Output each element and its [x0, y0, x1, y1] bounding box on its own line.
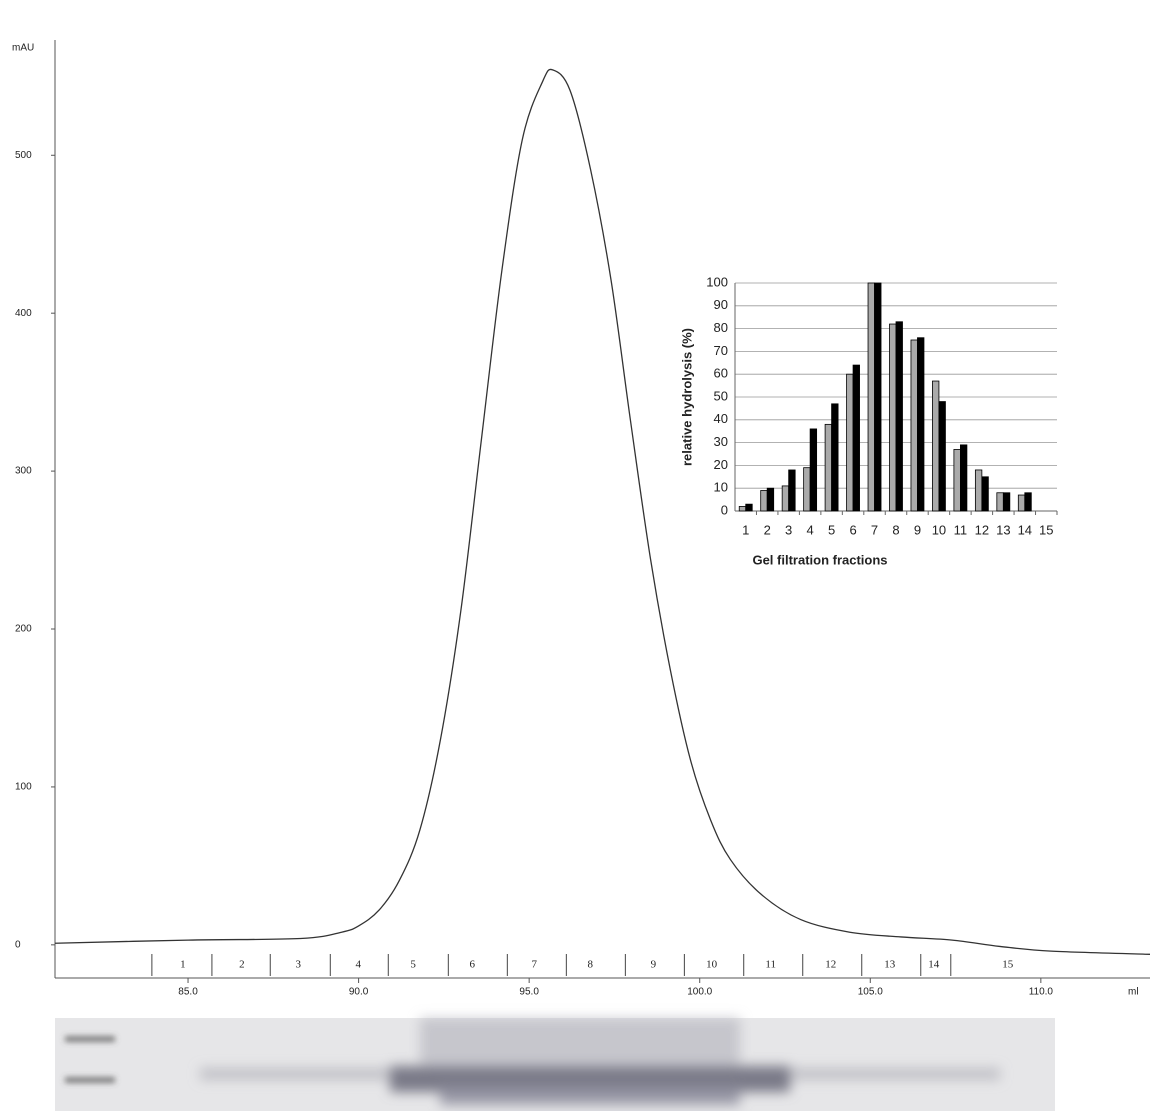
- bar: [810, 429, 817, 511]
- bar: [917, 338, 924, 511]
- bar: [789, 470, 796, 511]
- y-tick-label: 200: [15, 624, 32, 635]
- x-tick-label: 14: [1018, 522, 1032, 537]
- y-tick-label: 60: [714, 366, 728, 381]
- bar: [782, 486, 789, 511]
- bar: [767, 488, 774, 511]
- fraction-label: 10: [706, 959, 718, 971]
- y-tick-label: 400: [15, 308, 32, 319]
- fraction-label: 2: [239, 959, 245, 971]
- y-tick-label: 100: [706, 274, 728, 289]
- bar: [960, 445, 967, 511]
- x-tick-label: 110.0: [1029, 987, 1054, 998]
- x-tick-label: 100.0: [687, 987, 712, 998]
- bar: [939, 402, 946, 511]
- bar: [1025, 493, 1032, 511]
- bar: [847, 374, 854, 511]
- inset-y-label: relative hydrolysis (%): [679, 328, 694, 466]
- bar: [954, 449, 961, 511]
- fraction-label: 4: [356, 959, 362, 971]
- bar: [761, 490, 768, 511]
- y-axis-label: mAU: [12, 43, 34, 54]
- bar: [896, 322, 903, 511]
- x-tick-label: 1: [742, 522, 749, 537]
- x-tick-label: 6: [849, 522, 856, 537]
- bar: [739, 506, 746, 511]
- fraction-label: 7: [532, 959, 538, 971]
- x-tick-label: 85.0: [178, 987, 198, 998]
- x-tick-label: 7: [871, 522, 878, 537]
- bar: [804, 468, 811, 511]
- fraction-label: 12: [825, 959, 836, 971]
- y-tick-label: 30: [714, 434, 728, 449]
- y-tick-label: 100: [15, 782, 32, 793]
- fraction-label: 14: [928, 959, 940, 971]
- bar: [875, 283, 882, 511]
- x-tick-label: 15: [1039, 522, 1053, 537]
- y-tick-label: 500: [15, 150, 32, 161]
- fraction-label: 11: [765, 959, 776, 971]
- y-tick-label: 90: [714, 297, 728, 312]
- y-tick-label: 0: [15, 939, 21, 950]
- y-tick-label: 80: [714, 320, 728, 335]
- bar: [832, 404, 839, 511]
- inset-x-label: Gel filtration fractions: [752, 552, 887, 567]
- bar: [1003, 493, 1010, 511]
- figure: mAU ml Gel filtration fractions relative…: [0, 0, 1150, 1111]
- x-tick-label: 2: [764, 522, 771, 537]
- fraction-label: 1: [180, 959, 186, 971]
- x-tick-label: 105.0: [858, 987, 883, 998]
- bar: [825, 424, 832, 511]
- x-tick-label: 9: [914, 522, 921, 537]
- bar: [932, 381, 939, 511]
- x-tick-label: 90.0: [349, 987, 369, 998]
- bar: [890, 324, 897, 511]
- x-tick-label: 13: [996, 522, 1010, 537]
- x-tick-label: 11: [954, 522, 968, 537]
- fraction-label: 6: [469, 959, 475, 971]
- bar: [746, 504, 753, 511]
- x-axis-label: ml: [1128, 987, 1139, 998]
- fraction-label: 5: [410, 959, 416, 971]
- y-tick-label: 40: [714, 411, 728, 426]
- y-tick-label: 70: [714, 343, 728, 358]
- bar: [853, 365, 860, 511]
- page: mAU ml Gel filtration fractions relative…: [0, 0, 1150, 1116]
- y-tick-label: 50: [714, 388, 728, 403]
- x-tick-label: 4: [807, 522, 814, 537]
- x-tick-label: 5: [828, 522, 835, 537]
- x-tick-label: 8: [892, 522, 899, 537]
- x-tick-label: 12: [975, 522, 989, 537]
- gel-image: [55, 1018, 1055, 1111]
- bar: [975, 470, 982, 511]
- fraction-label: 15: [1002, 959, 1014, 971]
- bar: [997, 493, 1004, 511]
- y-tick-label: 10: [714, 480, 728, 495]
- fraction-label: 8: [587, 959, 593, 971]
- x-tick-label: 95.0: [519, 987, 539, 998]
- bar: [1018, 495, 1025, 511]
- fraction-label: 13: [884, 959, 896, 971]
- y-tick-label: 0: [721, 502, 728, 517]
- bar: [911, 340, 918, 511]
- bar: [868, 283, 875, 511]
- x-tick-label: 3: [785, 522, 792, 537]
- x-tick-label: 10: [932, 522, 946, 537]
- fraction-label: 9: [651, 959, 657, 971]
- y-tick-label: 20: [714, 457, 728, 472]
- fraction-label: 3: [295, 959, 301, 971]
- y-tick-label: 300: [15, 466, 32, 477]
- bar: [982, 477, 989, 511]
